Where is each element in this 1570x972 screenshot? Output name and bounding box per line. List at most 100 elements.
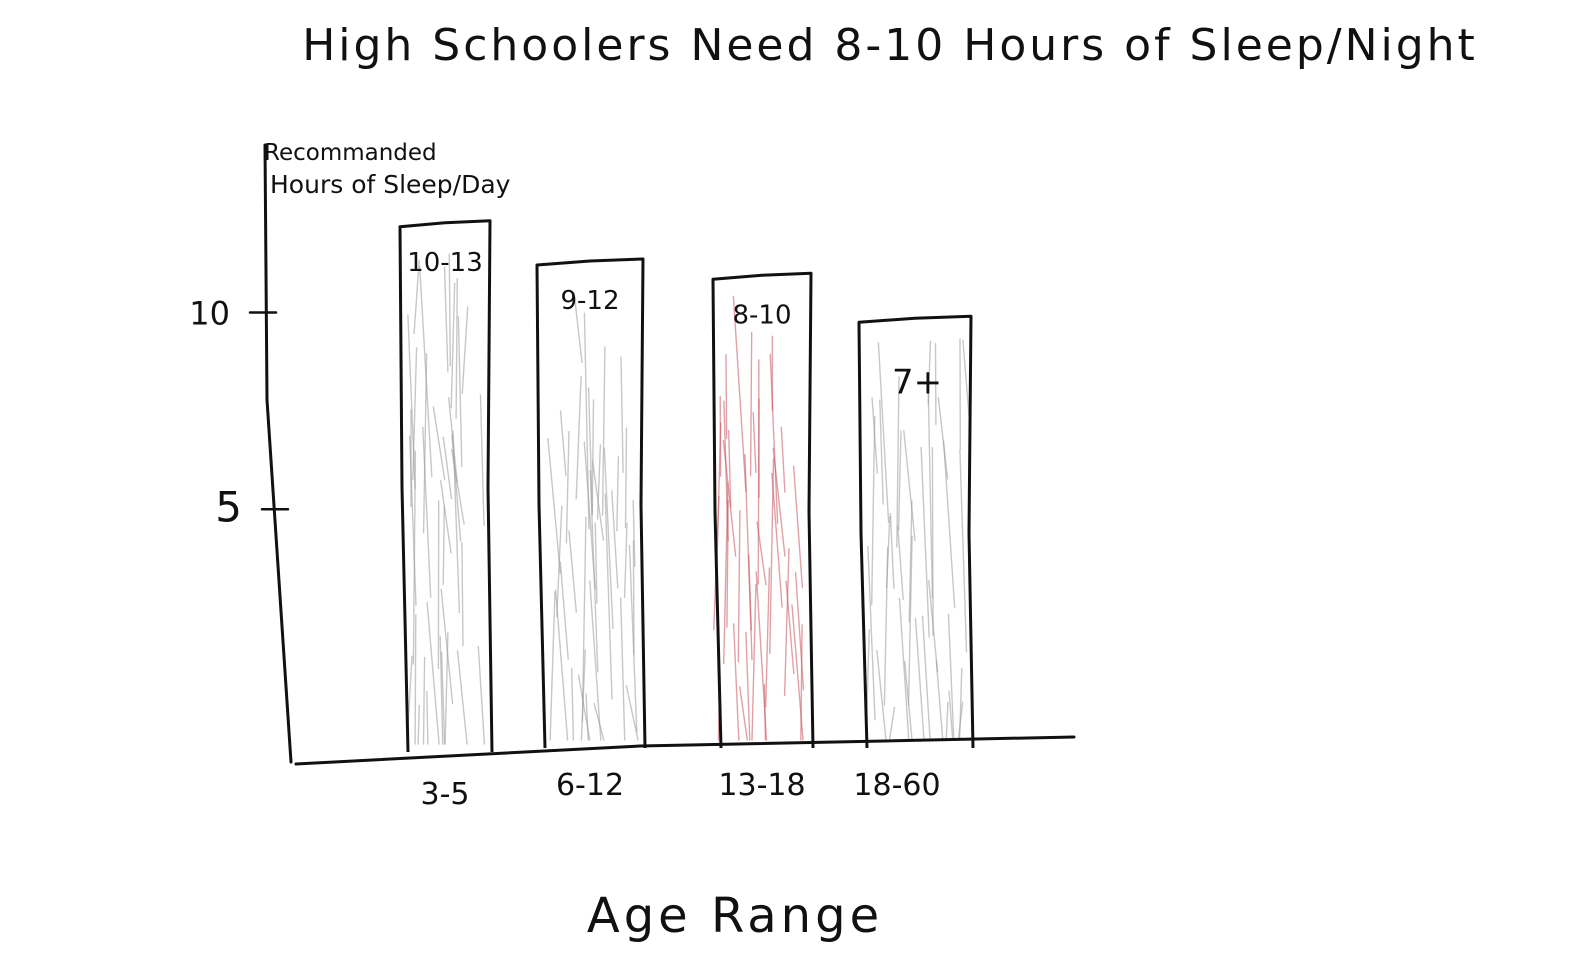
shade-stroke [737, 510, 741, 663]
y-tick-label-10: 10 [189, 295, 230, 333]
shade-stroke [439, 635, 444, 745]
shade-stroke [908, 500, 913, 623]
shade-stroke [603, 447, 614, 629]
shade-stroke [440, 588, 454, 705]
shade-stroke [559, 561, 569, 660]
bar-shading-6-12 [547, 292, 639, 741]
shade-stroke [907, 535, 913, 706]
shade-stroke [756, 521, 767, 586]
shade-stroke [583, 312, 590, 530]
shade-stroke [632, 499, 636, 567]
shade-stroke [632, 540, 635, 656]
shade-stroke [457, 316, 463, 468]
shade-stroke [749, 331, 753, 477]
shade-stroke [448, 253, 451, 367]
shade-stroke [903, 429, 916, 542]
y-axis-line [263, 143, 293, 764]
shade-stroke [554, 589, 569, 741]
shade-stroke [596, 444, 602, 520]
shade-stroke [785, 580, 795, 675]
shade-stroke [752, 411, 757, 474]
y-axis-label-line1: Recommanded [264, 140, 437, 166]
shade-stroke [573, 292, 583, 364]
shade-stroke [935, 660, 944, 741]
bar-6-12 [535, 257, 647, 749]
shade-stroke [589, 580, 602, 741]
shade-stroke [450, 282, 456, 409]
shade-stroke [593, 703, 605, 741]
shade-stroke [871, 416, 876, 606]
shade-stroke [885, 516, 891, 589]
shade-stroke [945, 701, 949, 741]
bar-label-13-18: 8-10 [732, 300, 791, 330]
shade-stroke [439, 479, 452, 554]
shade-stroke [723, 481, 729, 665]
shade-stroke [479, 394, 485, 526]
shade-stroke [568, 530, 577, 613]
shade-stroke [763, 683, 767, 741]
shade-stroke [432, 406, 446, 481]
shade-stroke [577, 674, 591, 741]
shade-stroke [914, 618, 925, 741]
shade-stroke [571, 667, 575, 741]
shade-stroke [625, 685, 639, 741]
bar-13-18 [711, 271, 815, 749]
shade-stroke [728, 430, 732, 508]
shade-stroke [897, 526, 904, 601]
shade-stroke [920, 446, 930, 638]
shade-stroke [442, 436, 453, 500]
shade-stroke [440, 651, 446, 745]
shade-stroke [732, 623, 740, 741]
shade-stroke [601, 346, 606, 516]
x-tick-labels-group: 3-5 6-12 13-18 18-60 [421, 768, 941, 812]
shade-stroke [422, 353, 428, 534]
bar-shading-18-60 [865, 338, 970, 741]
shade-stroke [765, 567, 771, 708]
shade-stroke [413, 259, 420, 335]
shade-stroke [461, 306, 469, 394]
shade-stroke [928, 579, 939, 673]
shade-stroke [921, 615, 931, 741]
shade-stroke [623, 523, 628, 598]
shade-stroke [769, 353, 779, 525]
shade-stroke [888, 706, 896, 741]
shade-stroke [455, 278, 458, 420]
shade-stroke [948, 690, 954, 741]
shade-stroke [739, 686, 748, 741]
shade-stroke [877, 342, 890, 524]
shade-stroke [867, 546, 876, 721]
shade-stroke [959, 449, 968, 653]
x-tick-label-13-18: 13-18 [718, 768, 805, 803]
shade-stroke [889, 512, 895, 590]
shade-stroke [751, 583, 757, 741]
shade-stroke [565, 430, 570, 544]
shade-stroke [732, 295, 747, 492]
shade-stroke [422, 656, 426, 745]
shade-stroke [456, 650, 468, 745]
shade-stroke [962, 339, 970, 417]
shade-stroke [559, 410, 567, 477]
shade-stroke [443, 266, 449, 373]
shade-stroke [594, 522, 598, 604]
x-tick-label-3-5: 3-5 [421, 777, 470, 812]
shade-stroke [620, 597, 626, 741]
y-ticks-group: 5 10 [189, 295, 290, 531]
x-axis-line [294, 735, 1076, 766]
shade-stroke [451, 449, 465, 525]
shade-stroke [620, 356, 624, 473]
shade-stroke [725, 353, 728, 439]
bar-label-3-5: 10-13 [407, 248, 483, 278]
shade-stroke [628, 544, 638, 733]
shade-stroke [726, 499, 729, 628]
shade-stroke [783, 548, 790, 696]
shade-stroke [757, 398, 760, 585]
shade-stroke [426, 690, 429, 745]
shade-stroke [426, 601, 440, 745]
shade-stroke [897, 430, 902, 531]
bar-shading-3-5 [407, 253, 486, 745]
shade-stroke [477, 645, 486, 745]
shade-stroke [942, 440, 956, 609]
shade-stroke [549, 591, 556, 741]
